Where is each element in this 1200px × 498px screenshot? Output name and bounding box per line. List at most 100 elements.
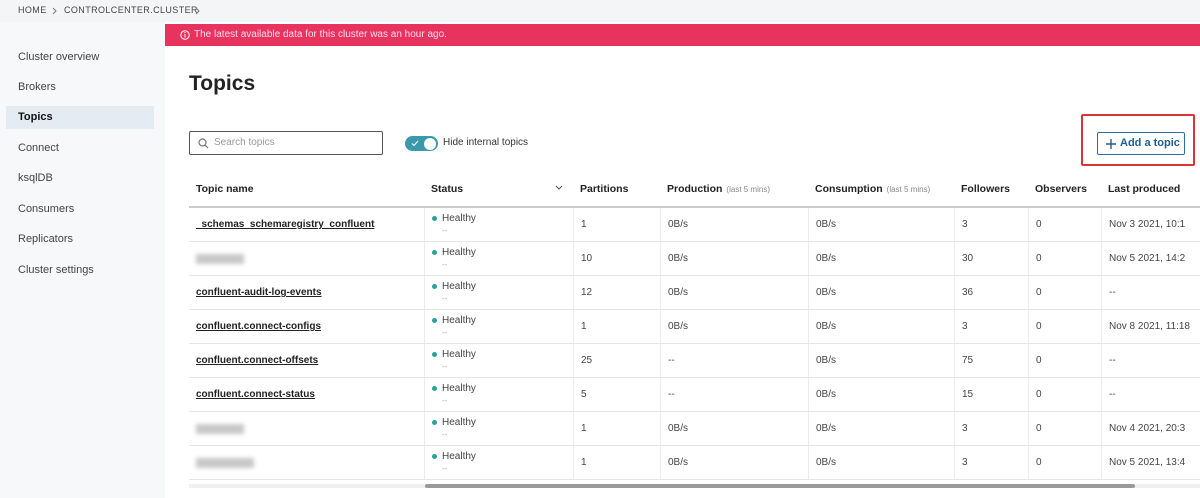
search-input[interactable]: Search topics: [189, 131, 383, 155]
cell-text: Nov 5 2021, 14:2: [1109, 253, 1186, 264]
highlight-box: [1081, 114, 1195, 166]
sort-chevron[interactable]: [555, 185, 563, 191]
status-line: Healthy: [432, 247, 573, 259]
status-dot: [432, 249, 437, 255]
cell-text: --: [1109, 355, 1116, 366]
column-header[interactable]: Followers: [954, 170, 1028, 208]
cell: 0B/s: [808, 412, 954, 446]
status-line: Healthy: [432, 451, 573, 463]
nav-item[interactable]: Replicators: [18, 233, 74, 245]
cell: 10: [573, 242, 660, 276]
cell-text: 3: [962, 219, 968, 230]
cell-text: 0B/s: [816, 219, 837, 230]
topic-link[interactable]: _schemas_schemaregistry_confluent: [196, 219, 375, 230]
cell: Healthy --: [424, 412, 573, 446]
header-label: Partitions: [580, 183, 629, 195]
cell: 0B/s: [660, 242, 808, 276]
cell-text: --: [1109, 389, 1116, 400]
column-header[interactable]: Status: [424, 170, 573, 208]
topic-link[interactable]: confluent.connect-offsets: [196, 355, 319, 366]
topic-link[interactable]: confluent.connect-configs: [196, 321, 321, 332]
header-label: Production: [667, 183, 723, 195]
cell: 15: [954, 378, 1028, 412]
cell: confluent.connect-status: [189, 378, 424, 412]
cell-text: 0: [1036, 253, 1042, 264]
status-dot: [432, 453, 437, 459]
cell: 0: [1028, 344, 1101, 378]
cell: 30: [954, 242, 1028, 276]
status-text: Healthy: [442, 281, 476, 292]
cell: 5: [573, 378, 660, 412]
topic-link[interactable]: confluent-audit-log-events: [196, 287, 322, 298]
cell: [189, 412, 424, 446]
cell: 1: [573, 412, 660, 446]
status-line: Healthy: [432, 281, 573, 293]
cell-text: 0: [1036, 321, 1042, 332]
cell-text: 25: [581, 355, 593, 366]
cell: Healthy --: [424, 310, 573, 344]
column-header[interactable]: Production (last 5 mins): [660, 170, 808, 208]
column-header[interactable]: Observers: [1028, 170, 1101, 208]
cell: 3: [954, 208, 1028, 242]
column-header[interactable]: Partitions: [573, 170, 660, 208]
nav-item[interactable]: Brokers: [18, 81, 56, 93]
cell-text: Nov 8 2021, 11:18: [1109, 321, 1190, 332]
cell: 1: [573, 446, 660, 480]
nav-item[interactable]: Topics: [6, 106, 154, 129]
crumb[interactable]: CONTROLCENTER.CLUSTER: [64, 5, 198, 15]
cell: 36: [954, 276, 1028, 310]
cell-text: 0: [1036, 355, 1042, 366]
cell: 0B/s: [808, 378, 954, 412]
status-sub: --: [442, 260, 448, 269]
cell: 0B/s: [808, 446, 954, 480]
cell-text: 0: [1036, 389, 1042, 400]
nav-item[interactable]: ksqlDB: [18, 172, 53, 184]
header-note: (last 5 mins): [886, 185, 931, 194]
cell-text: 0: [1036, 219, 1042, 230]
cell: --: [1101, 378, 1200, 412]
cell: 0B/s: [660, 208, 808, 242]
chevron: [195, 7, 200, 15]
column-header[interactable]: Topic name: [189, 170, 424, 208]
scrollbar-thumb[interactable]: [425, 484, 1135, 488]
status-line: Healthy: [432, 383, 573, 395]
cell: 12: [573, 276, 660, 310]
cell-text: 3: [962, 423, 968, 434]
cell-text: 0B/s: [668, 457, 689, 468]
nav-item[interactable]: Cluster overview: [18, 51, 100, 63]
status-text: Healthy: [442, 315, 476, 326]
nav-item[interactable]: Consumers: [18, 203, 75, 215]
column-header[interactable]: Consumption (last 5 mins): [808, 170, 954, 208]
cell: 0B/s: [660, 276, 808, 310]
cell: --: [660, 344, 808, 378]
cell: 3: [954, 446, 1028, 480]
banner-text: The latest available data for this clust…: [194, 29, 447, 40]
toggle[interactable]: [405, 136, 438, 151]
cell-text: 3: [962, 321, 968, 332]
topic-link[interactable]: confluent.connect-status: [196, 389, 315, 400]
cell: Healthy --: [424, 344, 573, 378]
cell: 0: [1028, 378, 1101, 412]
cell: confluent-audit-log-events: [189, 276, 424, 310]
cell: Nov 4 2021, 20:3: [1101, 412, 1200, 446]
check-icon: [411, 140, 419, 147]
cell-text: 0B/s: [668, 423, 689, 434]
crumb[interactable]: HOME: [18, 5, 47, 15]
redacted-name: [196, 254, 244, 264]
cell: 0B/s: [660, 412, 808, 446]
cell-text: 1: [581, 321, 587, 332]
status-dot: [432, 385, 437, 391]
cell: confluent.connect-offsets: [189, 344, 424, 378]
cell: _schemas_schemaregistry_confluent: [189, 208, 424, 242]
add-topic-button[interactable]: Add a topic: [1097, 132, 1185, 155]
cell-text: Nov 4 2021, 20:3: [1109, 423, 1186, 434]
cell-text: 0B/s: [816, 287, 837, 298]
column-header[interactable]: Last produced: [1101, 170, 1200, 208]
cell: 0: [1028, 276, 1101, 310]
toggle-label: Hide internal topics: [443, 137, 529, 148]
cell-text: 3: [962, 457, 968, 468]
status-dot: [432, 215, 437, 221]
status-line: Healthy: [432, 417, 573, 429]
nav-item[interactable]: Cluster settings: [18, 264, 94, 276]
nav-item[interactable]: Connect: [18, 142, 59, 154]
